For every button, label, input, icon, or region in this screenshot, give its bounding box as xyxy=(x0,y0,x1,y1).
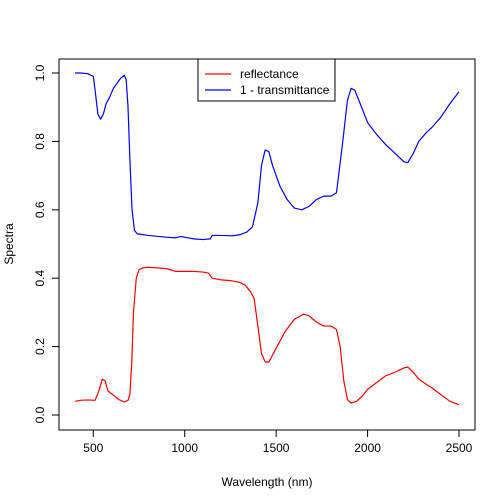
series-layer xyxy=(74,72,460,406)
plot-box xyxy=(58,58,476,431)
x-tick-label: 2500 xyxy=(446,441,473,455)
x-tick-label: 1500 xyxy=(263,441,290,455)
y-axis-title: Spectra xyxy=(2,223,16,265)
y-tick-label: 0.4 xyxy=(33,270,47,287)
y-axis: 0.0 0.2 0.4 0.6 0.8 1.0 xyxy=(33,64,59,423)
legend-label-reflectance: reflectance xyxy=(240,67,299,81)
y-tick-label: 0.6 xyxy=(33,201,47,218)
series-line-1-transmittance xyxy=(75,72,460,241)
legend-box xyxy=(197,58,336,102)
series-line-reflectance xyxy=(74,266,460,406)
x-tick-label: 500 xyxy=(83,441,103,455)
y-tick-label: 1.0 xyxy=(33,64,47,81)
y-tick-label: 0.2 xyxy=(33,338,47,355)
x-tick-label: 2000 xyxy=(354,441,381,455)
legend: reflectance 1 - transmittance xyxy=(197,58,336,102)
y-tick-label: 0.0 xyxy=(33,406,47,423)
x-tick-label: 1000 xyxy=(171,441,198,455)
x-axis: 500 1000 1500 2000 2500 xyxy=(83,430,473,455)
legend-label-transmittance: 1 - transmittance xyxy=(240,83,330,97)
y-tick-label: 0.8 xyxy=(33,133,47,150)
x-axis-title: Wavelength (nm) xyxy=(222,475,313,489)
